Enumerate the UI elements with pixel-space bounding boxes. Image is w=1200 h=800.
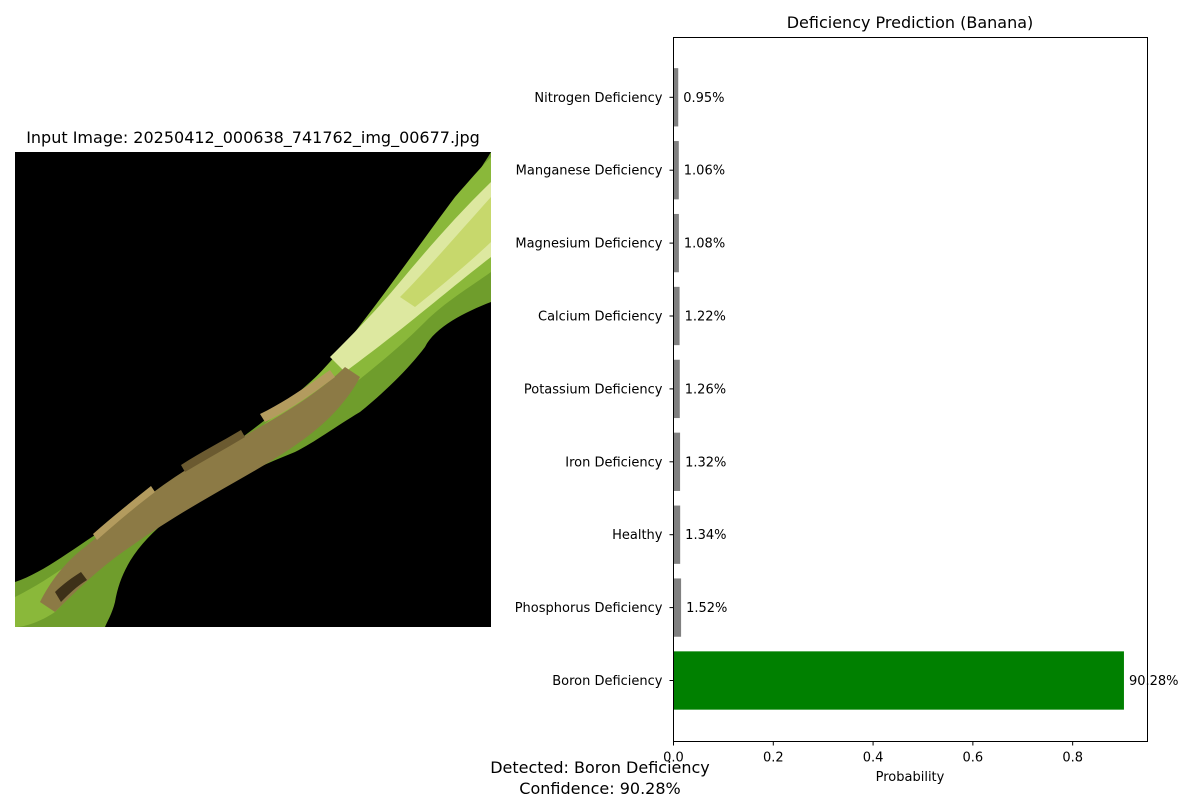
x-tick-label: 0.8 (1062, 751, 1083, 766)
bar-nitrogen-deficiency (673, 68, 679, 127)
x-axis-label: Probability (876, 770, 945, 785)
x-tick-label: 0.2 (763, 751, 784, 766)
y-tick-label: Boron Deficiency (552, 674, 663, 689)
y-tick-label: Nitrogen Deficiency (534, 91, 662, 106)
value-label: 1.34% (685, 528, 726, 543)
x-tick-label: 0.0 (663, 751, 684, 766)
value-label: 1.08% (684, 237, 725, 252)
input-image-title: Input Image: 20250412_000638_741762_img_… (26, 128, 480, 147)
plot-frame (673, 37, 1148, 742)
value-label: 1.06% (684, 164, 725, 179)
value-label: 1.52% (686, 601, 727, 616)
bar-manganese-deficiency (673, 141, 679, 200)
bars-group: 90.28% 1.52% 1.34% 1.32% 1.26% 1.22% 1.08% 1.06… (673, 68, 1179, 710)
value-label: 1.22% (685, 310, 726, 325)
y-tick-label: Calcium Deficiency (538, 310, 663, 325)
input-leaf-image (15, 152, 491, 627)
y-tick-label: Healthy (612, 528, 663, 543)
ticks-group: Boron Deficiency Phosphorus Deficiency Hea… (515, 91, 1083, 766)
value-label: 0.95% (683, 91, 724, 106)
confidence-label: Confidence: 90.28% (519, 779, 681, 798)
bar-magnesium-deficiency (673, 213, 679, 273)
x-tick-label: 0.4 (863, 751, 884, 766)
value-label: 1.32% (685, 455, 726, 470)
y-tick-label: Magnesium Deficiency (515, 237, 662, 252)
x-tick-label: 0.6 (963, 751, 984, 766)
bar-boron-deficiency (673, 651, 1124, 710)
y-tick-label: Manganese Deficiency (516, 164, 663, 179)
chart-title: Deficiency Prediction (Banana) (787, 13, 1034, 32)
y-tick-label: Phosphorus Deficiency (515, 601, 663, 616)
bar-iron-deficiency (673, 432, 681, 491)
value-label: 1.26% (685, 382, 726, 397)
detected-label: Detected: Boron Deficiency (490, 758, 710, 777)
bar-potassium-deficiency (673, 359, 680, 419)
bar-healthy (673, 505, 681, 564)
y-tick-label: Iron Deficiency (565, 455, 663, 470)
bar-phosphorus-deficiency (673, 578, 682, 637)
y-tick-label: Potassium Deficiency (524, 382, 663, 397)
value-label: 90.28% (1129, 674, 1179, 689)
bar-calcium-deficiency (673, 286, 680, 346)
